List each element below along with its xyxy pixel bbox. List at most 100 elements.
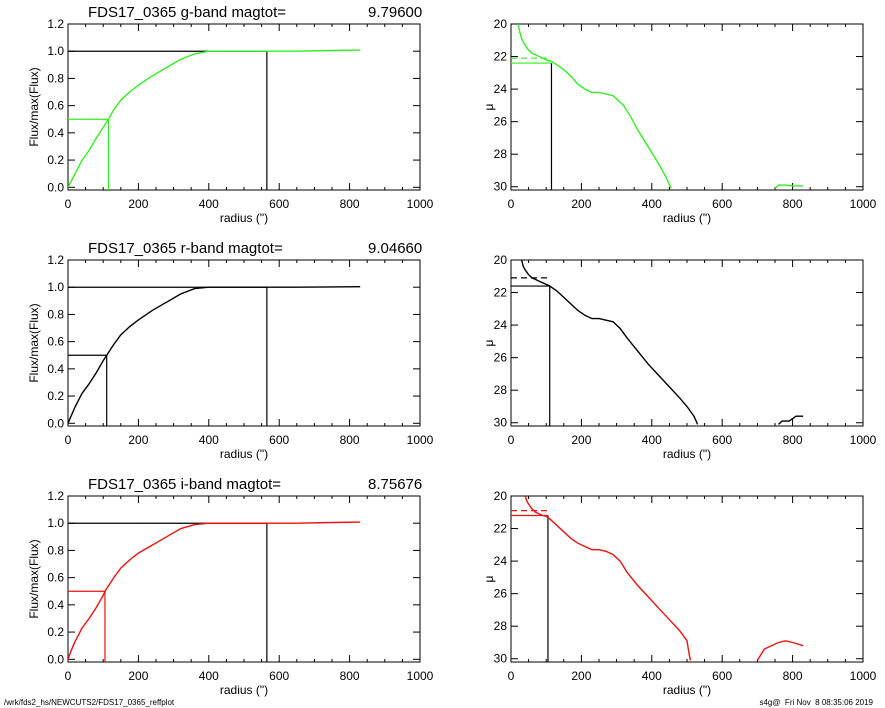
panel-2-xtick-label: 1000 (407, 433, 434, 447)
panel-5-ytick-label: 28 (494, 619, 508, 633)
panel-5-xtick-label: 0 (508, 669, 515, 683)
panel-0-ytick-label: 0.6 (47, 99, 64, 113)
panel-5-series-1-line (756, 640, 804, 661)
panel-3-ylabel: μ (482, 339, 496, 346)
panel-1-frame (510, 23, 864, 191)
panel-3-series-1-line (778, 415, 804, 425)
panel-4-total-flux-marker (68, 522, 268, 662)
footer-file-path: /wrk/fds2_hs/NEWCUTS2/FDS17_0365_reffplo… (4, 698, 175, 707)
panel-2-xtick-label: 600 (269, 433, 289, 447)
panel-3-ytick-label: 24 (494, 318, 508, 332)
panel-4-frame (67, 495, 421, 663)
panel-3-xtick-label: 600 (712, 433, 732, 447)
panel-4-ytick-label: 1.2 (47, 489, 64, 503)
panel-0-series-0-line (68, 49, 361, 188)
panel-4-xtick-label: 600 (269, 669, 289, 683)
panel-0-frame (67, 23, 421, 191)
panel-0-magtot-value: 9.79600 (368, 4, 422, 21)
panel-0-title: FDS17_0365 g-band magtot= (88, 4, 286, 21)
panel-2-ytick-label: 0.4 (47, 362, 64, 376)
panel-2-xtick-label: 400 (199, 433, 219, 447)
panel-4-title: FDS17_0365 i-band magtot= (88, 476, 281, 493)
panel-0-xtick-label: 0 (65, 197, 72, 211)
panel-5-xtick-label: 800 (783, 669, 803, 683)
panel-0-ytick-label: 1.2 (47, 17, 64, 31)
panel-5-series-0-line (524, 496, 692, 661)
panel-3-ytick-label: 20 (494, 253, 508, 267)
panel-5-ylabel: μ (482, 575, 496, 582)
panel-1-ylabel: μ (482, 103, 496, 110)
panel-5-frame (510, 495, 864, 663)
panel-4-xtick-label: 400 (199, 669, 219, 683)
panel-2-title: FDS17_0365 r-band magtot= (88, 240, 283, 257)
panel-4-ytick-label: 0.4 (47, 598, 64, 612)
panel-4-ylabel: Flux/max(Flux) (27, 539, 41, 618)
panel-5-ytick-label: 26 (494, 587, 508, 601)
panel-1-xtick-label: 400 (642, 197, 662, 211)
panel-4-ytick-label: 0.8 (47, 543, 64, 557)
panel-3-xtick-label: 1000 (850, 433, 877, 447)
panel-0-ytick-label: 0.0 (47, 180, 64, 194)
panel-0-ytick-label: 1.0 (47, 44, 64, 58)
panel-3-xlabel: radius (") (663, 447, 711, 461)
panel-2-ytick-label: 1.2 (47, 253, 64, 267)
panel-2-ytick-label: 0.2 (47, 389, 64, 403)
panel-3-series-0-line (520, 260, 699, 425)
panel-0-xlabel: radius (") (220, 211, 268, 225)
panel-5-xlabel: radius (") (663, 683, 711, 697)
panel-2-series-0-line (68, 286, 361, 424)
panel-4-xtick-label: 0 (65, 669, 72, 683)
panel-3-ytick-label: 26 (494, 351, 508, 365)
panel-0-xtick-label: 600 (269, 197, 289, 211)
panel-3-xtick-label: 0 (508, 433, 515, 447)
panel-1-xtick-label: 600 (712, 197, 732, 211)
panel-2-total-flux-marker (68, 286, 268, 426)
panel-4-ytick-label: 0.2 (47, 625, 64, 639)
panel-1-xtick-label: 200 (571, 197, 591, 211)
panel-2-magtot-value: 9.04660 (368, 240, 422, 257)
panel-1-ytick-label: 28 (494, 147, 508, 161)
panel-0-xtick-label: 800 (340, 197, 360, 211)
panel-1-xlabel: radius (") (663, 211, 711, 225)
panel-5-ytick-label: 30 (494, 652, 508, 666)
panel-5-xtick-label: 600 (712, 669, 732, 683)
panel-1-xtick-label: 0 (508, 197, 515, 211)
panel-0-ytick-label: 0.4 (47, 126, 64, 140)
panel-2-xtick-label: 200 (128, 433, 148, 447)
panel-4-xtick-label: 200 (128, 669, 148, 683)
panel-2-ytick-label: 0.6 (47, 335, 64, 349)
panel-0-xtick-label: 400 (199, 197, 219, 211)
panel-1-series-0-line (517, 24, 672, 189)
panel-0-xtick-label: 200 (128, 197, 148, 211)
panel-4-xtick-label: 1000 (407, 669, 434, 683)
panel-0-ytick-label: 0.8 (47, 71, 64, 85)
panel-5-ytick-label: 24 (494, 554, 508, 568)
panel-2-ylabel: Flux/max(Flux) (27, 303, 41, 382)
panel-1-ytick-label: 20 (494, 17, 508, 31)
panel-3-xtick-label: 200 (571, 433, 591, 447)
panel-4-ytick-label: 0.0 (47, 652, 64, 666)
panel-1-xtick-label: 800 (783, 197, 803, 211)
panel-1-xtick-label: 1000 (850, 197, 877, 211)
panel-4-series-0-line (68, 521, 361, 660)
panel-1-series-1-line (774, 184, 804, 189)
panel-3-xtick-label: 400 (642, 433, 662, 447)
panel-3-frame (510, 259, 864, 427)
panel-4-xlabel: radius (") (220, 683, 268, 697)
panel-5-xtick-label: 1000 (850, 669, 877, 683)
panel-4-ytick-label: 1.0 (47, 516, 64, 530)
panel-0-total-flux-marker (68, 50, 268, 190)
panel-2-ytick-label: 1.0 (47, 280, 64, 294)
panel-2-xlabel: radius (") (220, 447, 268, 461)
panel-4-ytick-label: 0.6 (47, 571, 64, 585)
panel-5-ytick-label: 22 (494, 522, 508, 536)
panel-2-frame (67, 259, 421, 427)
panel-3-ytick-label: 22 (494, 286, 508, 300)
panel-4-magtot-value: 8.75676 (368, 476, 422, 493)
panel-3-xtick-label: 800 (783, 433, 803, 447)
panel-5-ytick-label: 20 (494, 489, 508, 503)
panel-0-ylabel: Flux/max(Flux) (27, 67, 41, 146)
panel-5-xtick-label: 200 (571, 669, 591, 683)
panel-5-xtick-label: 400 (642, 669, 662, 683)
